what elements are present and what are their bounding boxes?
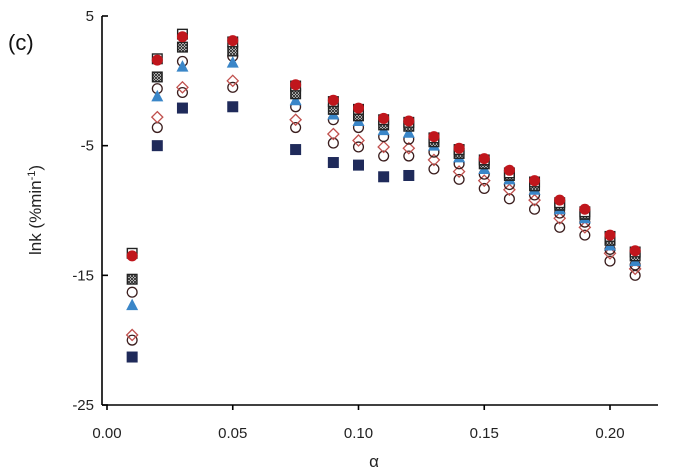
data-point	[226, 74, 240, 88]
series-1	[126, 101, 415, 363]
data-point	[378, 112, 390, 124]
data-point	[150, 110, 164, 124]
data-point	[477, 174, 491, 188]
data-point	[629, 269, 641, 281]
x-axis-title: α	[369, 452, 379, 471]
data-point	[327, 137, 339, 149]
data-point	[290, 144, 302, 156]
data-point	[353, 159, 364, 171]
data-point	[503, 193, 515, 205]
data-point	[126, 250, 138, 262]
data-point	[529, 175, 541, 187]
data-point	[554, 194, 566, 206]
data-point	[176, 41, 188, 53]
data-point	[151, 54, 163, 66]
data-point	[352, 134, 365, 147]
data-point	[327, 94, 339, 106]
y-axis-title: lnk (%min-1)	[26, 165, 45, 255]
data-point	[428, 131, 440, 143]
series-3	[125, 74, 642, 342]
series-8	[126, 31, 641, 262]
data-point	[628, 262, 642, 276]
data-point	[176, 102, 188, 114]
y-tick-label: -5	[81, 138, 94, 155]
x-tick-label: 0.15	[470, 425, 499, 442]
data-point	[176, 31, 188, 43]
axes: 5 -5 -15 -25 0.00 0.05 0.10 0.15 0.20	[72, 8, 658, 442]
data-point	[503, 164, 515, 176]
series-5	[126, 56, 642, 311]
data-point	[402, 126, 415, 138]
data-point	[403, 169, 415, 181]
data-point	[403, 150, 415, 162]
data-point	[227, 35, 239, 47]
data-point	[289, 113, 303, 127]
data-point	[478, 182, 490, 195]
data-points	[125, 28, 642, 363]
data-point	[151, 71, 163, 83]
data-point	[126, 286, 138, 298]
y-tick-label: 5	[86, 8, 94, 25]
y-axis-title-end: )	[26, 165, 45, 171]
data-point	[353, 102, 364, 114]
data-point	[126, 273, 138, 285]
data-point	[453, 173, 465, 185]
y-tick-label: -15	[72, 267, 94, 284]
data-point	[377, 140, 391, 154]
data-point	[126, 298, 139, 311]
data-point	[176, 80, 189, 94]
data-point	[478, 153, 490, 165]
data-point	[452, 165, 466, 179]
data-point	[126, 351, 138, 363]
data-point	[151, 121, 163, 134]
x-tick-label: 0.00	[92, 425, 121, 442]
y-tick-label: -25	[72, 397, 94, 414]
data-point	[327, 157, 339, 169]
data-point	[403, 115, 415, 127]
data-point	[603, 246, 617, 260]
data-point	[227, 101, 239, 113]
data-point	[176, 86, 189, 99]
data-point	[378, 150, 390, 162]
data-point	[290, 121, 302, 134]
data-point	[126, 334, 138, 346]
data-point	[402, 141, 416, 155]
y-axis-title-sup: -1	[26, 171, 38, 181]
data-point	[326, 127, 340, 141]
data-point	[290, 79, 302, 91]
data-point	[427, 153, 441, 167]
data-point	[453, 142, 465, 154]
data-point	[604, 255, 616, 267]
data-point	[176, 60, 189, 72]
data-point	[604, 229, 616, 241]
y-axis-title-main: lnk (%min	[26, 180, 45, 255]
data-point	[428, 163, 440, 175]
data-point	[579, 229, 591, 241]
data-point	[125, 328, 139, 342]
data-point	[226, 56, 239, 68]
data-point	[579, 203, 591, 215]
data-point	[378, 171, 390, 183]
panel-label: (c)	[8, 30, 34, 55]
x-tick-label: 0.05	[218, 425, 247, 442]
data-point	[289, 93, 302, 106]
x-tick-label: 0.20	[595, 425, 624, 442]
data-point	[151, 140, 163, 152]
data-point	[227, 81, 239, 93]
data-point	[352, 141, 365, 153]
series-6	[126, 41, 641, 285]
x-tick-label: 0.10	[344, 425, 373, 442]
data-point	[629, 245, 641, 257]
data-point	[227, 45, 239, 57]
series-2	[126, 81, 641, 346]
data-point	[554, 221, 566, 233]
data-point	[528, 203, 541, 215]
data-point	[151, 89, 164, 102]
